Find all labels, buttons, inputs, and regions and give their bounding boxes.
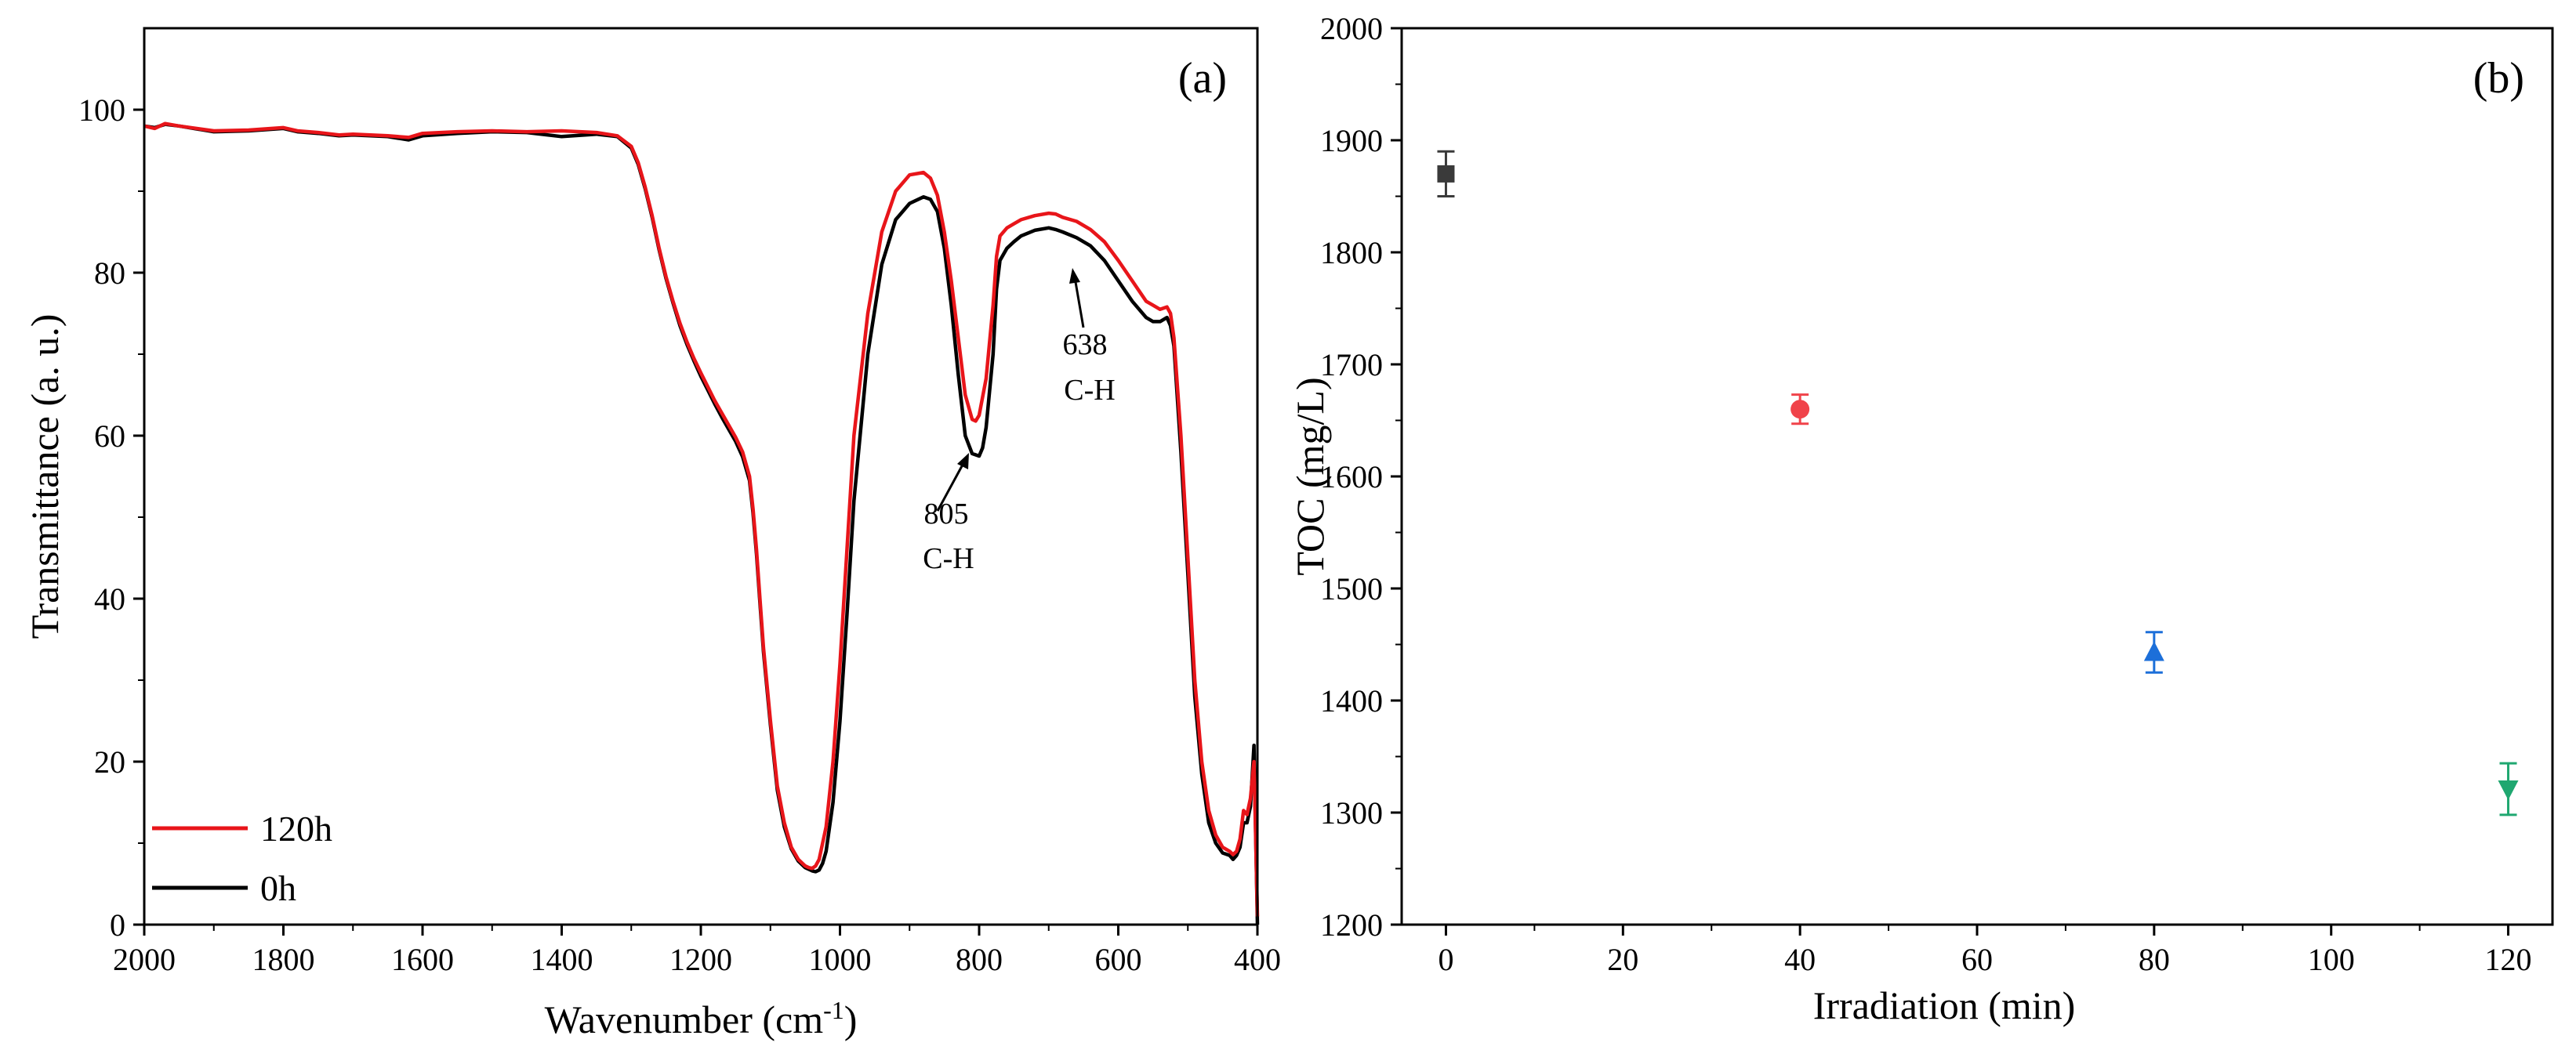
toc-data-points xyxy=(1437,150,2519,816)
ftir-x-tick-label: 800 xyxy=(956,942,1003,977)
toc-y-tick-label: 1900 xyxy=(1320,123,1383,158)
toc-x-ticks: 0 20 40 60 80 100 120 xyxy=(1438,925,2532,977)
toc-x-tick-label: 100 xyxy=(2308,942,2355,977)
data-point-triangle-up xyxy=(2143,641,2164,661)
toc-y-tick-label: 1200 xyxy=(1320,907,1383,943)
data-point-circle xyxy=(1791,400,1810,419)
ftir-x-axis-title-end: ) xyxy=(844,998,858,1041)
annotation-638-arrowhead xyxy=(1069,268,1080,284)
ftir-x-tick-label: 600 xyxy=(1095,942,1142,977)
ftir-panel-label: (a) xyxy=(1178,54,1227,103)
toc-plot-frame xyxy=(1400,27,2554,926)
ftir-plot-frame xyxy=(143,27,1259,926)
toc-y-tick-label: 1400 xyxy=(1320,683,1383,719)
ftir-y-tick-label: 60 xyxy=(94,418,125,454)
toc-y-tick-label: 1700 xyxy=(1320,347,1383,382)
ftir-chart-panel: 2000 1800 1600 1400 1200 1000 800 600 400 0 20 40 6… xyxy=(23,27,1281,1041)
toc-x-tick-label: 60 xyxy=(1961,942,1993,977)
series-line-120h xyxy=(143,121,1260,917)
ftir-y-tick-label: 20 xyxy=(94,744,125,780)
toc-y-tick-label: 1300 xyxy=(1320,795,1383,831)
ftir-x-ticks: 2000 1800 1600 1400 1200 1000 800 600 400 xyxy=(113,925,1281,977)
toc-x-tick-label: 20 xyxy=(1607,942,1638,977)
toc-y-tick-label: 1600 xyxy=(1320,459,1383,494)
ftir-x-axis-title-sup: -1 xyxy=(823,996,844,1024)
ftir-y-ticks: 0 20 40 60 80 100 xyxy=(78,92,144,943)
ftir-legend: 120h 0h xyxy=(152,809,332,908)
data-point-triangle-down xyxy=(2498,780,2519,800)
toc-y-tick-label: 1800 xyxy=(1320,235,1383,270)
annotation-638: 638 C-H xyxy=(1063,268,1116,407)
toc-panel-label: (b) xyxy=(2473,54,2524,103)
ftir-x-tick-label: 400 xyxy=(1234,942,1281,977)
toc-x-tick-label: 0 xyxy=(1438,942,1453,977)
annotation-638-assignment: C-H xyxy=(1064,374,1115,407)
ftir-x-tick-label: 1400 xyxy=(531,942,593,977)
ftir-y-tick-label: 80 xyxy=(94,255,125,291)
legend-label-0h: 0h xyxy=(260,868,296,908)
ftir-y-axis-title: Transmittance (a. u.) xyxy=(23,314,67,639)
ftir-x-tick-label: 1000 xyxy=(809,942,872,977)
ftir-x-axis-title-main: Wavenumber (cm xyxy=(545,998,824,1041)
toc-y-axis-title: TOC (mg/L) xyxy=(1288,377,1332,575)
ftir-x-tick-label: 1600 xyxy=(391,942,454,977)
legend-label-120h: 120h xyxy=(260,809,332,849)
annotation-805-arrow xyxy=(936,464,964,512)
annotation-638-arrow xyxy=(1074,281,1085,328)
toc-y-tick-label: 1500 xyxy=(1320,571,1383,606)
annotation-638-wavenumber: 638 xyxy=(1063,328,1108,361)
annotation-805-arrowhead xyxy=(957,453,969,469)
ftir-x-axis-title: Wavenumber (cm-1) xyxy=(545,996,858,1041)
data-point-square xyxy=(1437,165,1455,183)
toc-y-tick-label: 2000 xyxy=(1320,11,1383,46)
ftir-curves xyxy=(143,121,1260,925)
annotation-805-assignment: C-H xyxy=(923,542,974,575)
series-line-0h xyxy=(143,122,1260,925)
ftir-y-tick-label: 100 xyxy=(78,92,125,128)
annotation-805-wavenumber: 805 xyxy=(924,498,969,530)
toc-x-axis-title: Irradiation (min) xyxy=(1813,983,2076,1027)
ftir-y-tick-label: 0 xyxy=(110,907,125,943)
annotation-805: 805 C-H xyxy=(923,453,974,575)
ftir-x-tick-label: 1200 xyxy=(669,942,732,977)
ftir-x-tick-label: 2000 xyxy=(113,942,176,977)
toc-x-tick-label: 80 xyxy=(2139,942,2170,977)
toc-y-ticks: 1200 1300 1400 1500 1600 1700 1800 1900 2000 xyxy=(1320,11,1402,943)
ftir-y-tick-label: 40 xyxy=(94,581,125,617)
toc-x-tick-label: 40 xyxy=(1784,942,1816,977)
toc-x-tick-label: 120 xyxy=(2485,942,2532,977)
toc-chart-panel: 0 20 40 60 80 100 120 1200 1300 1400 1500 1600 1700… xyxy=(1288,11,2554,1027)
ftir-x-tick-label: 1800 xyxy=(252,942,315,977)
